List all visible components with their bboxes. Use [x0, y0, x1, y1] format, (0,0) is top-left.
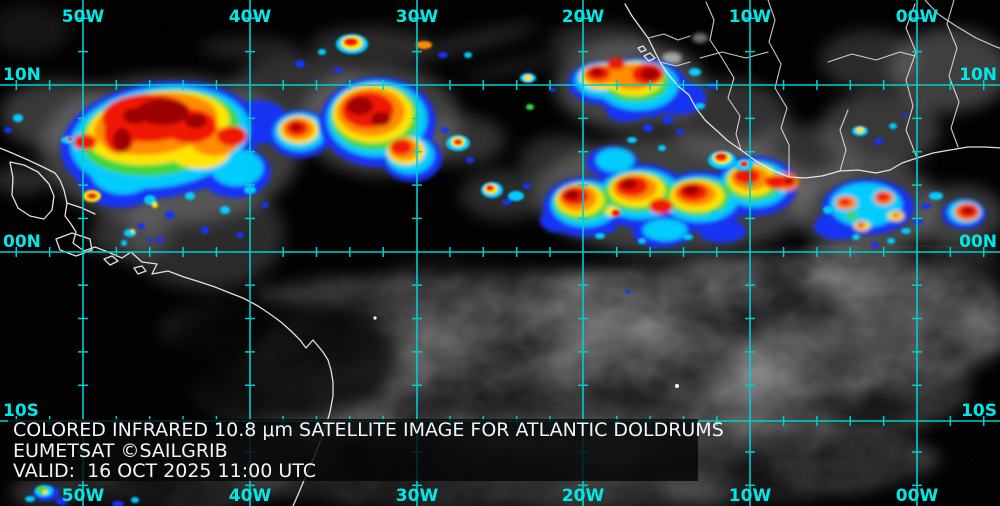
lon-label-bottom-10w: 10W — [729, 486, 772, 506]
lon-label-top-20w: 20W — [562, 7, 605, 27]
lat-label-right-10n: 10N — [959, 65, 997, 85]
overlay-valid-time: VALID: 16 OCT 2025 11:00 UTC — [13, 460, 317, 482]
overlay-title: COLORED INFRARED 10.8 μm SATELLITE IMAGE… — [13, 419, 724, 441]
lat-label-left-10s: 10S — [3, 401, 39, 421]
lon-label-bottom-40w: 40W — [229, 486, 272, 506]
lon-label-top-40w: 40W — [229, 7, 272, 27]
lon-label-top-50w: 50W — [62, 7, 105, 27]
lat-label-left-10n: 10N — [3, 65, 41, 85]
lon-label-top-30w: 30W — [396, 7, 439, 27]
lat-label-right-00n: 00N — [959, 232, 997, 252]
lon-label-top-00w: 00W — [896, 7, 939, 27]
overlay-attribution: EUMETSAT ©SAILGRIB — [13, 439, 228, 462]
lon-label-bottom-00w: 00W — [896, 486, 939, 506]
lon-label-bottom-50w: 50W — [62, 486, 105, 506]
info-overlay: COLORED INFRARED 10.8 μm SATELLITE IMAGE… — [8, 419, 724, 482]
lat-label-left-00n: 00N — [3, 232, 41, 252]
lon-label-bottom-20w: 20W — [562, 486, 605, 506]
lat-label-right-10s: 10S — [961, 401, 997, 421]
lon-label-top-10w: 10W — [729, 7, 772, 27]
lon-label-bottom-30w: 30W — [396, 486, 439, 506]
